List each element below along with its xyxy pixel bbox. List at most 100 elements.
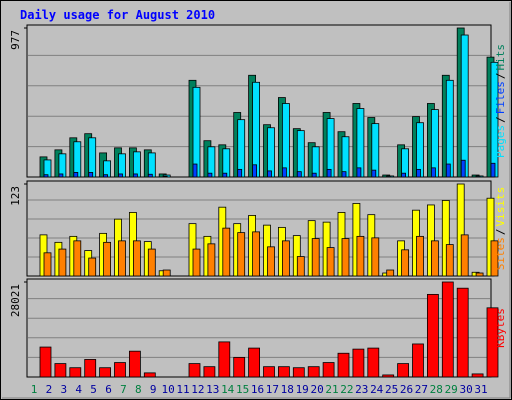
bar [371,237,380,277]
bar [277,366,290,378]
bar [103,241,111,277]
x-tick-label: 12 [191,383,204,396]
bar [147,248,156,277]
bar [486,197,495,277]
bar [296,130,305,178]
bar [218,341,231,378]
x-tick-label: 30 [459,383,472,396]
bar [237,232,246,277]
x-tick-label: 18 [281,383,294,396]
bar [267,170,272,178]
bar [326,247,335,277]
bar [456,287,469,378]
bar [416,122,424,178]
bar [252,231,261,277]
bar [248,347,261,378]
x-tick-label: 15 [236,383,249,396]
bar [456,183,465,277]
bar [341,136,350,178]
bar [207,243,216,277]
chart-title: Daily usage for August 2010 [20,8,215,22]
x-tick-label: 4 [75,383,82,396]
x-tick-label: 8 [135,383,142,396]
x-tick-label: 20 [310,383,323,396]
bar [132,240,141,277]
bar [341,238,350,277]
bar [311,146,320,178]
x-tick-label: 25 [385,383,398,396]
bar [341,171,347,178]
bar [445,244,454,277]
x-tick-label: 22 [340,383,353,396]
bar [401,148,410,178]
bar [460,34,469,178]
bar [188,363,201,378]
bar [88,257,97,277]
bar [490,240,499,277]
y-tick-label: 977 [9,30,22,50]
bar [471,373,484,378]
bar [222,172,228,178]
bar [267,246,275,277]
bar [222,227,231,277]
bar [441,200,450,277]
bar [430,109,439,178]
bar [69,367,82,378]
bar [233,356,246,378]
bar [486,307,499,378]
bar [371,169,377,178]
legend-entry: Sites [494,237,507,270]
legend-entry: Hits [494,44,507,71]
bar [58,153,67,178]
bar [132,173,138,178]
legend-separator: / [494,116,507,123]
x-tick-label: 14 [221,383,235,396]
bar [118,240,126,277]
x-tick-label: 19 [296,383,309,396]
bar [147,152,156,178]
bar [114,362,126,378]
x-tick-label: 3 [60,383,67,396]
bar [326,168,332,178]
bar [43,174,49,178]
bar [475,272,484,277]
bar [386,269,395,277]
bar [416,168,421,178]
bar [73,172,79,178]
bar [237,119,246,178]
x-tick-label: 7 [120,383,127,396]
bar [103,174,108,178]
bar [430,240,439,277]
x-tick-label: 26 [400,383,413,396]
bar [192,86,201,178]
bar [281,167,287,178]
bar [352,348,365,378]
bar [281,240,290,277]
x-tick-label: 31 [474,383,487,396]
bar [73,141,82,178]
bar [128,350,141,378]
bar [58,173,64,178]
x-tick-label: 6 [105,383,112,396]
legend-entry: Files [494,81,507,114]
bar [207,146,216,178]
bar [416,235,424,277]
bar [73,240,82,277]
bar [58,248,67,277]
bar [39,346,52,378]
legend-separator: / [494,73,507,80]
bar [296,256,305,277]
bar [147,173,153,178]
bar [99,367,111,378]
bar [401,172,407,178]
bar [460,159,466,178]
bar [460,234,469,277]
bar [132,151,141,178]
bar [84,359,97,378]
bar [430,167,436,178]
bar [426,293,439,378]
x-tick-label: 23 [355,383,368,396]
bar [292,235,301,277]
x-tick-label: 21 [325,383,338,396]
